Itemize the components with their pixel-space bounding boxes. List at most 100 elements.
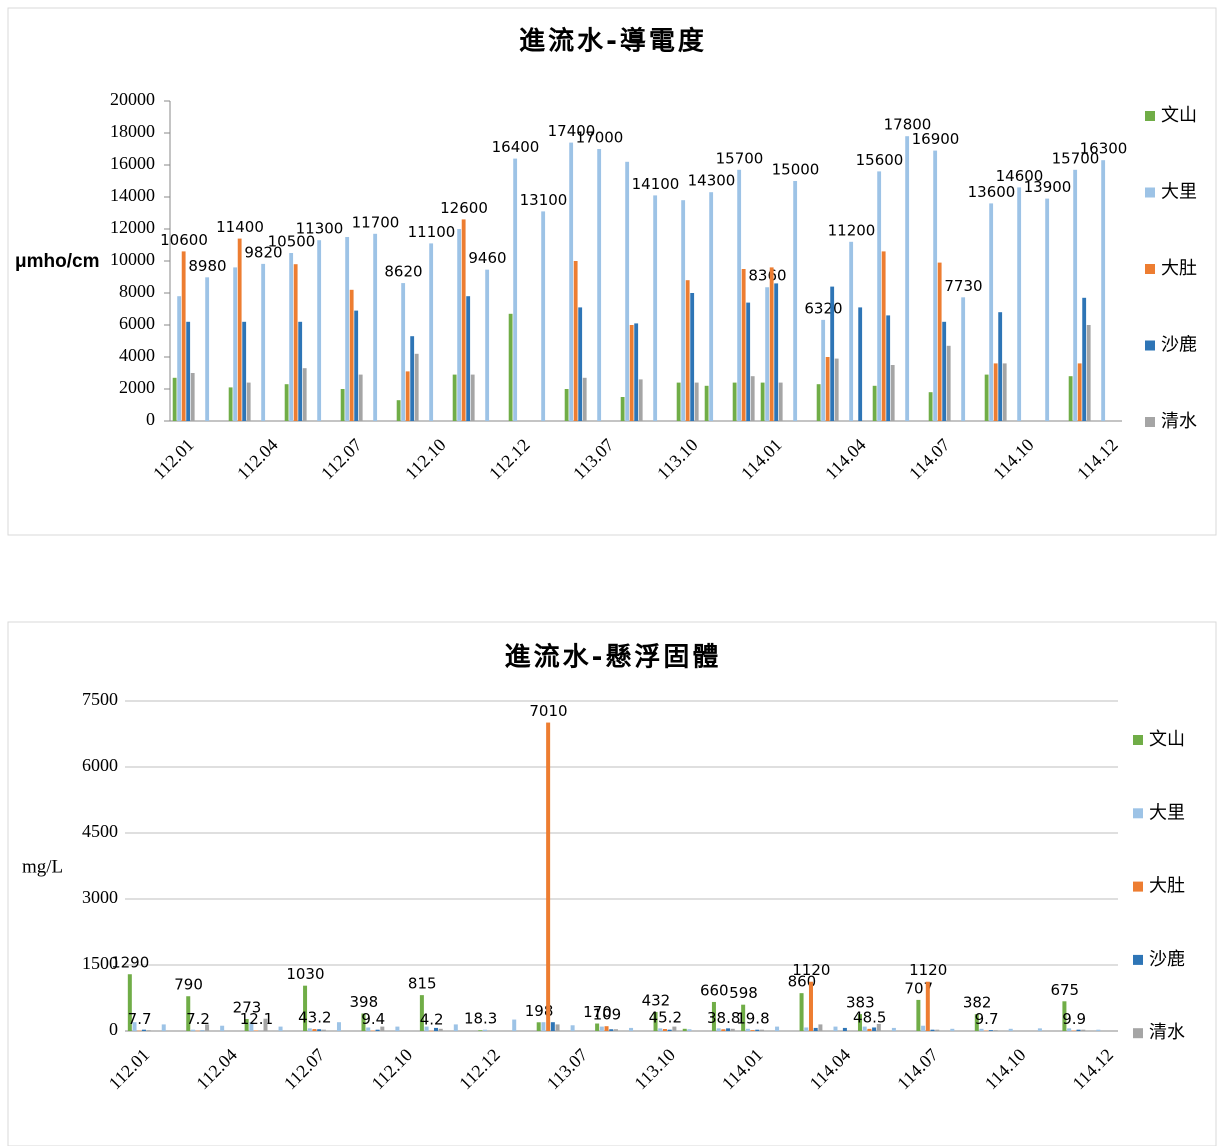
bar (877, 171, 882, 421)
bar (704, 385, 709, 421)
bar (373, 233, 378, 421)
bar (261, 263, 266, 421)
data-label: 7730 (944, 277, 982, 295)
bar (177, 296, 182, 421)
bar (745, 1028, 750, 1031)
bar (672, 1026, 677, 1031)
bar (541, 211, 546, 421)
legend-swatch (1133, 808, 1143, 819)
data-label: 1120 (792, 961, 830, 979)
bar (775, 1026, 780, 1031)
bar (746, 302, 751, 421)
bar (289, 253, 294, 421)
bar (774, 283, 779, 421)
data-label: 43.2 (298, 1009, 331, 1027)
legend-label: 沙鹿 (1149, 949, 1185, 970)
data-label: 45.2 (649, 1009, 682, 1027)
bar (578, 307, 583, 421)
bar (161, 1024, 166, 1031)
legend-label: 大肚 (1161, 258, 1197, 279)
legend-swatch (1145, 417, 1155, 427)
legend-label: 大里 (1149, 802, 1185, 823)
data-label: 170 (583, 1003, 612, 1021)
legend-swatch (1133, 881, 1143, 892)
data-label: 11100 (408, 223, 456, 241)
bar (1082, 297, 1087, 421)
bar (466, 296, 471, 421)
bar (989, 203, 994, 421)
data-label: 14100 (632, 175, 680, 193)
data-label: 19.8 (736, 1010, 769, 1028)
data-label: 16300 (1080, 140, 1128, 158)
bar (570, 1025, 575, 1031)
data-label: 6320 (804, 299, 842, 317)
bar (667, 1029, 672, 1031)
bar (478, 1030, 483, 1031)
bar (890, 365, 895, 421)
bar (141, 1029, 146, 1031)
data-label: 432 (642, 991, 671, 1009)
bar (303, 985, 308, 1031)
legend-label: 清水 (1149, 1022, 1185, 1043)
data-label: 1030 (286, 965, 324, 983)
bar (354, 310, 359, 421)
bar (1037, 1028, 1042, 1031)
bar (778, 382, 783, 421)
bar (1008, 1028, 1013, 1031)
data-label: 8360 (748, 267, 786, 285)
bar (993, 1030, 998, 1031)
bar (1077, 363, 1082, 421)
bar (685, 280, 690, 421)
bar (760, 382, 765, 421)
y-tick-label: 3000 (82, 887, 118, 907)
data-label: 11300 (296, 220, 344, 238)
y-tick-label: 4000 (119, 345, 155, 365)
bar (979, 1028, 984, 1031)
bar (370, 1030, 375, 1032)
bar (375, 1029, 380, 1031)
bar (950, 1028, 955, 1031)
bar (278, 1026, 283, 1031)
bar (653, 1011, 658, 1031)
data-label: 109 (593, 1006, 622, 1024)
legend-label: 大肚 (1149, 876, 1185, 897)
bar (946, 345, 951, 421)
data-label: 9.9 (1062, 1010, 1086, 1028)
bar (867, 1028, 872, 1031)
bar (461, 219, 466, 421)
data-label: 12.1 (240, 1010, 273, 1028)
bar (249, 1022, 254, 1031)
data-label: 13900 (1024, 178, 1072, 196)
bar (925, 981, 930, 1031)
bar (711, 1001, 716, 1031)
y-tick-label: 6000 (82, 755, 118, 775)
bar (732, 382, 737, 421)
bar (220, 1025, 225, 1031)
bar (186, 996, 191, 1031)
bar (804, 1027, 809, 1031)
bar (984, 374, 989, 421)
bar (452, 374, 457, 421)
legend-swatch (1133, 954, 1143, 965)
bar (613, 1029, 618, 1031)
y-tick-label: 16000 (110, 153, 155, 173)
data-label: 11400 (216, 218, 264, 236)
bar (741, 269, 746, 421)
bar (629, 1027, 634, 1031)
bar (928, 392, 933, 421)
bar (681, 200, 686, 421)
bar (307, 1028, 312, 1031)
bar (1017, 187, 1022, 421)
bar (988, 1030, 993, 1031)
bar (1068, 376, 1073, 421)
bar (818, 1024, 823, 1031)
bar (453, 1024, 458, 1031)
bar (546, 722, 551, 1031)
bar (573, 261, 578, 421)
data-label: 11200 (828, 221, 876, 239)
bar (750, 1030, 755, 1031)
bar (755, 1029, 760, 1031)
data-label: 13100 (520, 191, 568, 209)
data-label: 660 (700, 981, 729, 999)
